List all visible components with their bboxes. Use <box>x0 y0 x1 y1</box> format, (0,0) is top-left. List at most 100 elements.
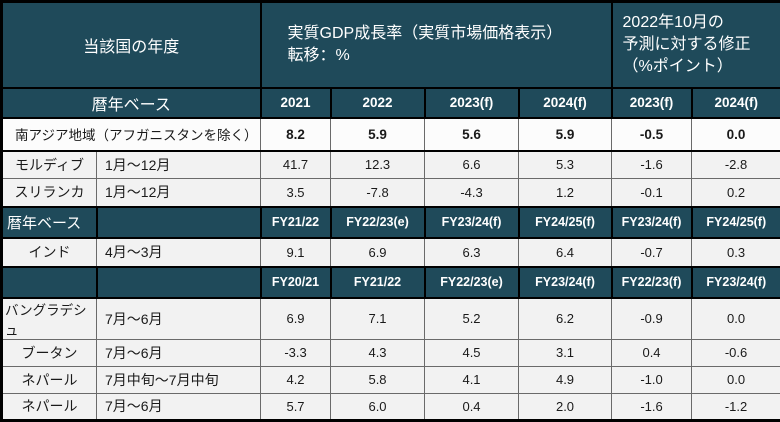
value-cell: 0.2 <box>692 179 780 207</box>
year-header-row-fiscal-india: 暦年ベース FY21/22 FY22/23(e) FY23/24(f) FY24… <box>2 207 780 238</box>
value-cell: 5.8 <box>331 366 425 393</box>
header-forecast-revision: 2022年10月の 予測に対する修正 （%ポイント） <box>612 2 780 88</box>
value-cell: 4.9 <box>519 366 612 393</box>
value-cell: 0.0 <box>692 366 780 393</box>
value-cell: 5.6 <box>425 118 519 151</box>
country-name-cell: ネパール <box>2 366 97 393</box>
year-col-header: FY23/24(f) <box>612 207 692 238</box>
year-col-header: FY22/23(f) <box>612 267 692 298</box>
row-bhutan: ブータン 7月～6月 -3.3 4.3 4.5 3.1 0.4 -0.6 <box>2 339 780 366</box>
period-cell: 1月～12月 <box>97 179 261 207</box>
year-col-header: FY20/21 <box>261 267 331 298</box>
value-cell: 41.7 <box>261 151 331 179</box>
value-cell: 6.3 <box>425 238 519 267</box>
value-cell: 1.2 <box>519 179 612 207</box>
value-cell: -4.3 <box>425 179 519 207</box>
year-col-header: FY24/25(f) <box>692 207 780 238</box>
year-header-row-fiscal-other: FY20/21 FY21/22 FY22/23(e) FY23/24(f) FY… <box>2 267 780 298</box>
country-name-cell: バングラデシュ <box>2 298 97 340</box>
year-col-header: FY23/24(f) <box>692 267 780 298</box>
value-cell: -0.6 <box>692 339 780 366</box>
country-name-cell: モルディブ <box>2 151 97 179</box>
value-cell: 5.7 <box>261 393 331 420</box>
year-header-row-calendar: 暦年ベース 2021 2022 2023(f) 2024(f) 2023(f) … <box>2 88 780 118</box>
period-cell: 7月～6月 <box>97 298 261 340</box>
year-col-header: 2021 <box>261 88 331 118</box>
row-maldives: モルディブ 1月～12月 41.7 12.3 6.6 5.3 -1.6 -2.8 <box>2 151 780 179</box>
value-cell: 6.0 <box>331 393 425 420</box>
country-name-cell: スリランカ <box>2 179 97 207</box>
empty-cell <box>97 207 261 238</box>
row-nepal-july: ネパール 7月～6月 5.7 6.0 0.4 2.0 -1.6 -1.2 <box>2 393 780 420</box>
value-cell: 6.2 <box>519 298 612 340</box>
value-cell: 8.2 <box>261 118 331 151</box>
value-cell: 6.9 <box>331 238 425 267</box>
row-india: インド 4月～3月 9.1 6.9 6.3 6.4 -0.7 0.3 <box>2 238 780 267</box>
value-cell: 7.1 <box>331 298 425 340</box>
value-cell: -1.2 <box>692 393 780 420</box>
header-revision-line1: 2022年10月の <box>623 12 780 34</box>
value-cell: -3.3 <box>261 339 331 366</box>
value-cell: 5.9 <box>519 118 612 151</box>
empty-cell <box>2 267 97 298</box>
year-col-header: 2024(f) <box>519 88 612 118</box>
value-cell: -7.8 <box>331 179 425 207</box>
year-col-header: FY21/22 <box>261 207 331 238</box>
year-col-header: 2024(f) <box>692 88 780 118</box>
year-col-header: FY21/22 <box>331 267 425 298</box>
year-col-header: FY23/24(f) <box>425 207 519 238</box>
calendar-base-label: 暦年ベース <box>2 88 261 118</box>
period-cell: 4月～3月 <box>97 238 261 267</box>
value-cell: 2.0 <box>519 393 612 420</box>
period-cell: 1月～12月 <box>97 151 261 179</box>
period-cell: 7月中旬～7月中旬 <box>97 366 261 393</box>
value-cell: -0.5 <box>612 118 692 151</box>
value-cell: -0.1 <box>612 179 692 207</box>
value-cell: 12.3 <box>331 151 425 179</box>
row-nepal-mid-july: ネパール 7月中旬～7月中旬 4.2 5.8 4.1 4.9 -1.0 0.0 <box>2 366 780 393</box>
value-cell: -2.8 <box>692 151 780 179</box>
calendar-base-label-2: 暦年ベース <box>2 207 97 238</box>
value-cell: -0.9 <box>612 298 692 340</box>
header-country-fiscal-year: 当該国の年度 <box>2 2 261 88</box>
value-cell: 0.0 <box>692 298 780 340</box>
region-name-cell: 南アジア地域（アフガニスタンを除く） <box>2 118 261 151</box>
year-col-header: FY24/25(f) <box>519 207 612 238</box>
year-col-header: FY23/24(f) <box>519 267 612 298</box>
value-cell: 6.4 <box>519 238 612 267</box>
value-cell: 5.9 <box>331 118 425 151</box>
period-cell: 7月～6月 <box>97 393 261 420</box>
country-name-cell: ブータン <box>2 339 97 366</box>
period-cell: 7月～6月 <box>97 339 261 366</box>
year-col-header: 2022 <box>331 88 425 118</box>
country-name-cell: ネパール <box>2 393 97 420</box>
value-cell: 4.3 <box>331 339 425 366</box>
value-cell: -0.7 <box>612 238 692 267</box>
value-cell: 3.5 <box>261 179 331 207</box>
header-gdp-line2: 転移：% <box>288 45 611 67</box>
header-revision-line3: （%ポイント） <box>623 56 780 78</box>
header-gdp-line1: 実質GDP成長率（実質市場価格表示） <box>288 23 611 45</box>
year-col-header: FY22/23(e) <box>425 267 519 298</box>
value-cell: -1.0 <box>612 366 692 393</box>
year-col-header: FY22/23(e) <box>331 207 425 238</box>
country-name-cell: インド <box>2 238 97 267</box>
row-bangladesh: バングラデシュ 7月～6月 6.9 7.1 5.2 6.2 -0.9 0.0 <box>2 298 780 340</box>
value-cell: 4.5 <box>425 339 519 366</box>
value-cell: 0.3 <box>692 238 780 267</box>
value-cell: 9.1 <box>261 238 331 267</box>
value-cell: 6.9 <box>261 298 331 340</box>
header-revision-line2: 予測に対する修正 <box>623 34 780 56</box>
value-cell: 0.4 <box>425 393 519 420</box>
value-cell: 0.0 <box>692 118 780 151</box>
row-sri-lanka: スリランカ 1月～12月 3.5 -7.8 -4.3 1.2 -0.1 0.2 <box>2 179 780 207</box>
value-cell: 3.1 <box>519 339 612 366</box>
value-cell: 4.1 <box>425 366 519 393</box>
value-cell: 0.4 <box>612 339 692 366</box>
value-cell: 5.3 <box>519 151 612 179</box>
value-cell: -1.6 <box>612 151 692 179</box>
value-cell: 5.2 <box>425 298 519 340</box>
year-col-header: 2023(f) <box>612 88 692 118</box>
year-col-header: 2023(f) <box>425 88 519 118</box>
